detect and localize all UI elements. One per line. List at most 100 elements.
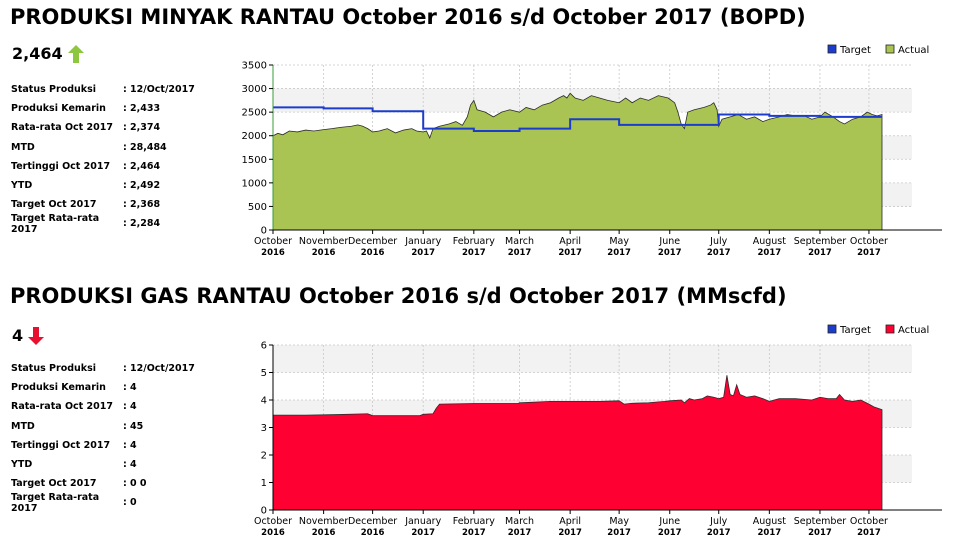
x-tick-month-label: May: [609, 236, 629, 247]
y-tick-label: 4: [261, 396, 267, 407]
y-tick-label: 2500: [242, 108, 267, 119]
legend-swatch-target: [827, 324, 837, 334]
x-tick-year-label: 2017: [658, 248, 682, 258]
stat-label: YTD: [11, 459, 33, 471]
trend-down-arrow-icon: [28, 326, 45, 345]
gas-stats-list: Status Produksi:12/Oct/2017 Produksi Kema…: [11, 359, 246, 514]
x-tick-year-label: 2016: [312, 248, 336, 258]
y-tick-label: 0: [261, 226, 267, 237]
stat-label: Target Rata-rata 2017: [11, 491, 100, 514]
legend-swatch-actual: [885, 324, 895, 334]
x-tick-year-label: 2016: [261, 528, 285, 538]
stat-row: Target Oct 2017:2,368: [11, 195, 246, 214]
stat-colon: :: [123, 141, 127, 153]
stat-row: Status Produksi:12/Oct/2017: [11, 80, 246, 99]
stat-label: Tertinggi Oct 2017: [11, 439, 111, 451]
x-tick-year-label: 2017: [411, 528, 435, 538]
x-tick-year-label: 2017: [462, 248, 486, 258]
x-tick-year-label: 2016: [361, 248, 385, 258]
x-tick-month-label: December: [348, 516, 397, 527]
x-tick-year-label: 2017: [857, 248, 881, 258]
stat-colon: :: [123, 218, 127, 230]
x-tick-year-label: 2017: [558, 528, 582, 538]
stat-label: Target Rata-rata 2017: [11, 212, 100, 235]
stat-label: Rata-rata Oct 2017: [11, 401, 113, 413]
stat-value: 45: [130, 420, 144, 432]
y-tick-label: 1500: [242, 155, 267, 166]
stat-value: 2,433: [130, 103, 161, 115]
stat-row: Target Rata-rata 2017:2,284: [11, 212, 246, 235]
stat-colon: :: [123, 382, 127, 394]
stat-colon: :: [123, 439, 127, 451]
oil-headline: 2,464: [12, 44, 84, 63]
stat-colon: :: [123, 160, 127, 172]
y-tick-label: 3000: [242, 84, 267, 95]
stat-value: 0: [130, 497, 137, 509]
stat-row: YTD:2,492: [11, 176, 246, 195]
stat-label: Status Produksi: [11, 363, 97, 375]
stat-value: 2,464: [130, 160, 161, 172]
x-tick-month-label: August: [753, 516, 787, 527]
stat-label: Produksi Kemarin: [11, 103, 106, 115]
stat-colon: :: [123, 180, 127, 192]
legend-label-actual: Actual: [898, 325, 929, 336]
gas-headline-value: 4: [12, 326, 24, 345]
stat-label: Produksi Kemarin: [11, 382, 106, 394]
stat-value: 4: [130, 401, 137, 413]
x-tick-month-label: September: [794, 516, 847, 527]
x-tick-year-label: 2017: [508, 528, 532, 538]
x-tick-month-label: July: [709, 236, 727, 247]
stat-colon: :: [123, 84, 127, 96]
x-tick-year-label: 2017: [808, 248, 832, 258]
x-tick-month-label: October: [850, 516, 888, 527]
x-tick-month-label: September: [794, 236, 847, 247]
x-tick-year-label: 2016: [261, 248, 285, 258]
x-tick-year-label: 2017: [558, 248, 582, 258]
trend-up-arrow-icon: [67, 44, 84, 63]
x-tick-month-label: March: [505, 236, 534, 247]
x-tick-month-label: April: [559, 516, 581, 527]
stat-value: 4: [130, 439, 137, 451]
x-tick-month-label: November: [299, 236, 349, 247]
stat-value: 2,368: [130, 199, 161, 211]
x-tick-year-label: 2017: [857, 528, 881, 538]
y-tick-label: 2: [261, 451, 267, 462]
stat-colon: :: [123, 363, 127, 375]
stat-value: 12/Oct/2017: [130, 84, 195, 96]
x-tick-month-label: February: [453, 516, 495, 527]
x-tick-month-label: April: [559, 236, 581, 247]
stat-row: Rata-rata Oct 2017:2,374: [11, 118, 246, 137]
x-tick-year-label: 2017: [411, 248, 435, 258]
stat-colon: :: [123, 497, 127, 509]
x-tick-year-label: 2017: [607, 528, 631, 538]
y-tick-label: 5: [261, 368, 267, 379]
legend-label-actual: Actual: [898, 45, 929, 56]
x-tick-year-label: 2017: [462, 528, 486, 538]
gas-production-chart: 0123456October2016November2016December20…: [254, 324, 942, 538]
gas-section-title: PRODUKSI GAS RANTAU October 2016 s/d Oct…: [10, 284, 787, 308]
y-tick-label: 3500: [242, 61, 267, 72]
oil-target-line: [273, 106, 882, 132]
stat-label: MTD: [11, 420, 35, 432]
gas-actual-area: [272, 375, 883, 511]
x-tick-year-label: 2017: [758, 248, 782, 258]
stat-label: Status Produksi: [11, 84, 97, 96]
stat-value: 0 0: [130, 478, 147, 490]
stat-label: YTD: [11, 180, 33, 192]
x-tick-year-label: 2016: [361, 528, 385, 538]
stat-label: Tertinggi Oct 2017: [11, 160, 111, 172]
stat-colon: :: [123, 103, 127, 115]
oil-headline-value: 2,464: [12, 44, 63, 63]
gas-headline: 4: [12, 326, 45, 345]
stat-row: MTD:28,484: [11, 138, 246, 157]
x-tick-year-label: 2017: [707, 528, 731, 538]
oil-section-title: PRODUKSI MINYAK RANTAU October 2016 s/d …: [10, 5, 806, 29]
y-tick-label: 2000: [242, 131, 267, 142]
x-tick-month-label: October: [850, 236, 888, 247]
x-tick-month-label: June: [658, 236, 680, 247]
x-tick-month-label: October: [254, 236, 292, 247]
stat-colon: :: [123, 122, 127, 134]
x-tick-year-label: 2017: [607, 248, 631, 258]
x-tick-year-label: 2017: [658, 528, 682, 538]
stat-row: Rata-rata Oct 2017:4: [11, 397, 246, 416]
